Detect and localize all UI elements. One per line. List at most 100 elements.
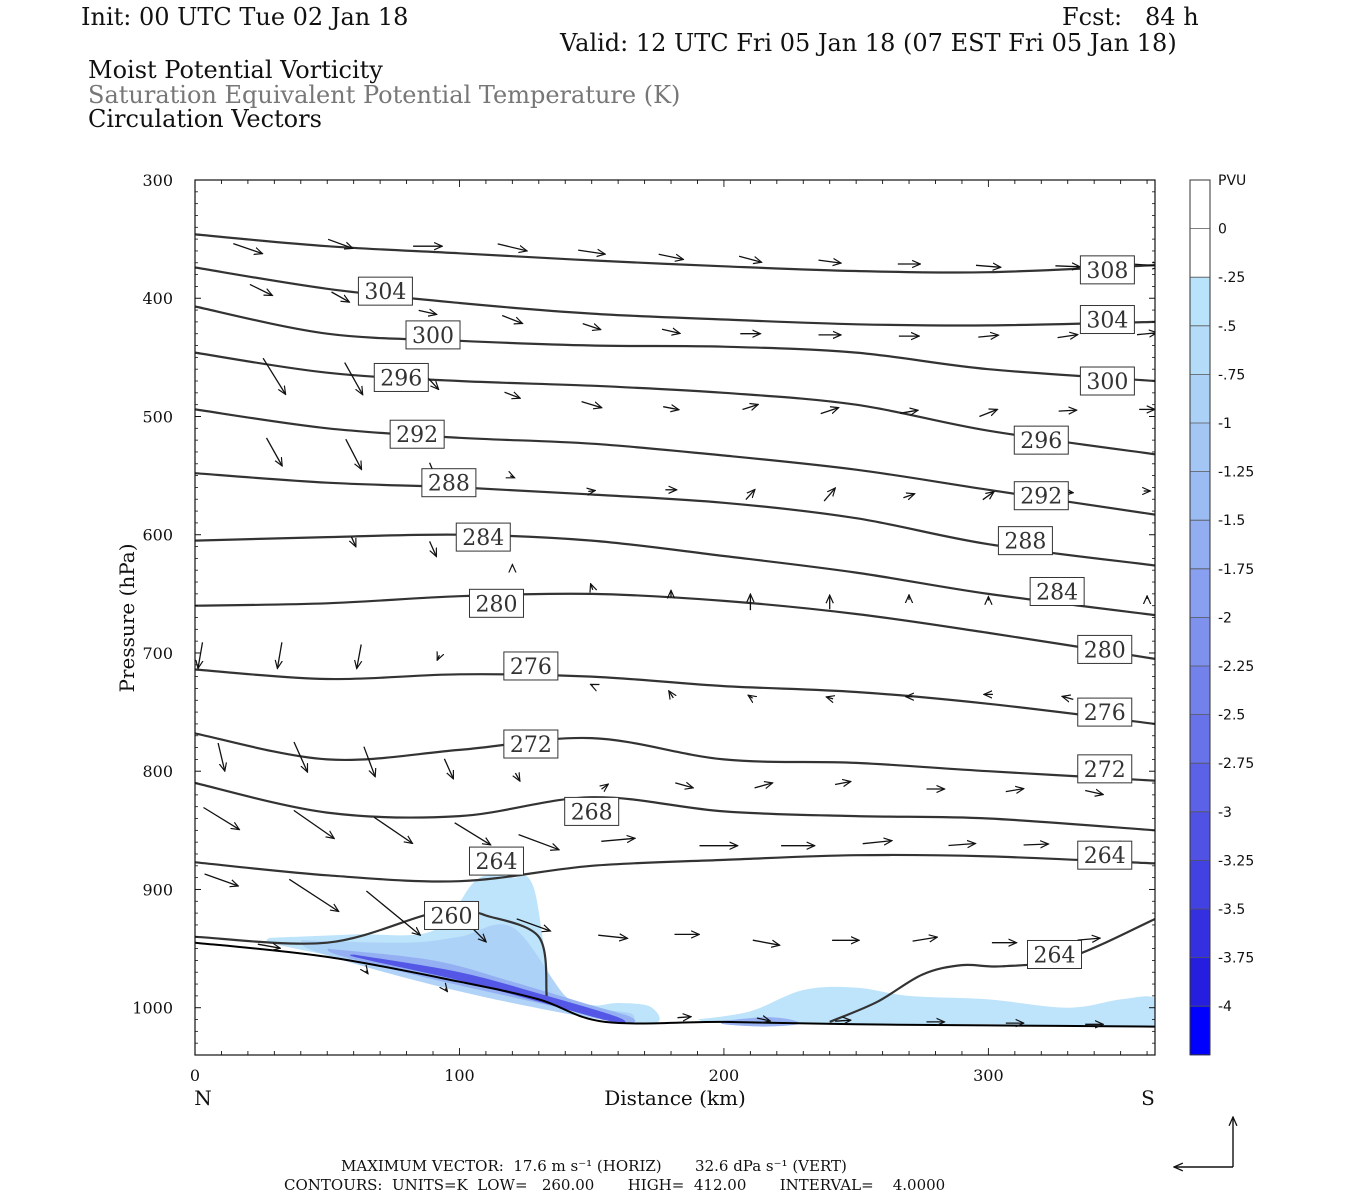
field-title-theta-es: Saturation Equivalent Potential Temperat… <box>88 81 681 109</box>
contour-label-box <box>421 468 477 498</box>
vector-arrow <box>331 291 350 302</box>
terrain-line <box>195 941 1155 1028</box>
vector-arrow <box>1085 791 1103 795</box>
y-tick-label: 500 <box>142 407 173 426</box>
vector-arrow <box>1005 789 1024 792</box>
field-title-mpv: Moist Potential Vorticity <box>88 56 383 84</box>
contour-label-264: 264 <box>1027 939 1083 969</box>
x-axis-south-label: S <box>1141 1086 1155 1110</box>
vector-arrow <box>669 691 674 698</box>
forecast-hour: Fcst: 84 h <box>1062 3 1199 31</box>
vector-arrow <box>257 944 281 948</box>
vector-arrow <box>1023 844 1049 845</box>
vector-arrow <box>344 362 363 395</box>
legend-swatch <box>1190 617 1210 667</box>
vector-arrow <box>742 405 759 410</box>
contour-264 <box>195 853 1155 883</box>
vector-arrow <box>365 890 420 935</box>
vector-arrow <box>249 283 273 295</box>
x-tick-label: 300 <box>973 1066 1004 1085</box>
ground-line <box>195 941 1155 1028</box>
vector-arrow <box>454 822 491 845</box>
max-vector-note: MAXIMUM VECTOR: 17.6 m s⁻¹ (HORIZ) 32.6 … <box>341 1157 847 1175</box>
legend-swatch <box>1190 714 1210 764</box>
vector-arrow <box>591 584 593 590</box>
legend-label: -2 <box>1218 610 1232 626</box>
vector-arrow <box>445 989 447 992</box>
legend-swatch <box>1190 1006 1210 1056</box>
x-tick-label: 200 <box>709 1066 740 1085</box>
contour-label-text: 304 <box>364 280 406 305</box>
vector-arrow <box>978 335 998 337</box>
contour-label-box <box>503 651 559 681</box>
vector-arrow <box>327 238 353 248</box>
contour-label-box <box>1079 255 1135 285</box>
vector-arrow <box>658 253 684 259</box>
contour-label-box <box>455 522 511 552</box>
y-tick-label: 400 <box>142 289 173 308</box>
contour-304 <box>195 266 1155 327</box>
contour-label-text: 296 <box>380 366 422 391</box>
vector-arrow <box>677 1017 692 1018</box>
legend-swatch <box>1190 763 1210 813</box>
legend-label: -.75 <box>1218 367 1245 383</box>
legend-label: -2.5 <box>1218 708 1245 724</box>
contour-label-text: 308 <box>1086 259 1128 284</box>
vector-arrow <box>754 783 773 788</box>
legend-label: -.5 <box>1218 319 1236 335</box>
theta-es-contours <box>195 233 1155 1023</box>
legend-swatch <box>1190 180 1210 230</box>
contour-label-300: 300 <box>405 320 461 350</box>
contour-label-text: 276 <box>510 655 552 680</box>
reference-vector <box>1174 1117 1233 1167</box>
legend-swatch <box>1190 957 1210 1007</box>
contour-280 <box>195 592 1155 660</box>
vector-arrow <box>217 742 225 771</box>
legend-swatch <box>1190 909 1210 959</box>
x-tick-label: 0 <box>190 1066 200 1085</box>
contour-label-text: 296 <box>1020 429 1062 454</box>
vector-arrow <box>581 400 602 408</box>
vector-arrow <box>418 310 437 314</box>
contour-label-264: 264 <box>468 846 524 876</box>
contour-label-304: 304 <box>357 276 413 306</box>
contour-label-text: 288 <box>1004 530 1046 555</box>
contour-label-280: 280 <box>468 588 524 618</box>
vector-arrow <box>912 937 938 941</box>
contour-292 <box>195 408 1155 516</box>
axes: 300 400 500 600 700 800 900 1000 0 100 200 300 <box>132 171 1155 1085</box>
contour-label-box <box>424 900 480 930</box>
y-tick-label: 1000 <box>132 999 173 1018</box>
contour-label-text: 264 <box>1084 844 1126 869</box>
contour-label-text: 292 <box>1020 485 1062 510</box>
vector-arrow <box>748 695 753 698</box>
contour-300 <box>195 305 1155 383</box>
contour-label-box <box>1077 697 1133 727</box>
legend-swatch <box>1190 374 1210 424</box>
vector-arrow <box>510 476 514 479</box>
contour-label-box <box>1079 366 1135 396</box>
contour-label-280: 280 <box>1077 634 1133 664</box>
pv-color-legend: PVU 0 -.25 -.5 -.75 -1 -1.25 -1.5 -1.75 -2 -2.25 -2… <box>1189 173 1254 1056</box>
contour-label-268: 268 <box>564 796 620 826</box>
vector-arrow <box>948 844 976 846</box>
vector-arrow <box>578 250 605 254</box>
contour-label-304: 304 <box>1079 305 1135 335</box>
contour-288 <box>195 472 1155 567</box>
x-tick-label: 100 <box>444 1066 475 1085</box>
legend-label: -3 <box>1218 805 1232 821</box>
vector-arrow <box>1077 938 1101 940</box>
init-time: Init: 00 UTC Tue 02 Jan 18 <box>81 3 409 31</box>
contour-label-296: 296 <box>1013 425 1069 455</box>
vector-arrow <box>602 784 609 789</box>
vector-arrow <box>265 437 283 466</box>
vector-arrow <box>357 644 362 669</box>
vector-arrow <box>826 697 833 699</box>
contour-label-text: 272 <box>1084 758 1126 783</box>
legend-label: -1.25 <box>1218 465 1254 481</box>
vector-arrow <box>203 806 240 830</box>
contour-label-text: 268 <box>571 800 613 825</box>
vector-arrow <box>345 438 362 469</box>
contour-label-box <box>503 729 559 759</box>
